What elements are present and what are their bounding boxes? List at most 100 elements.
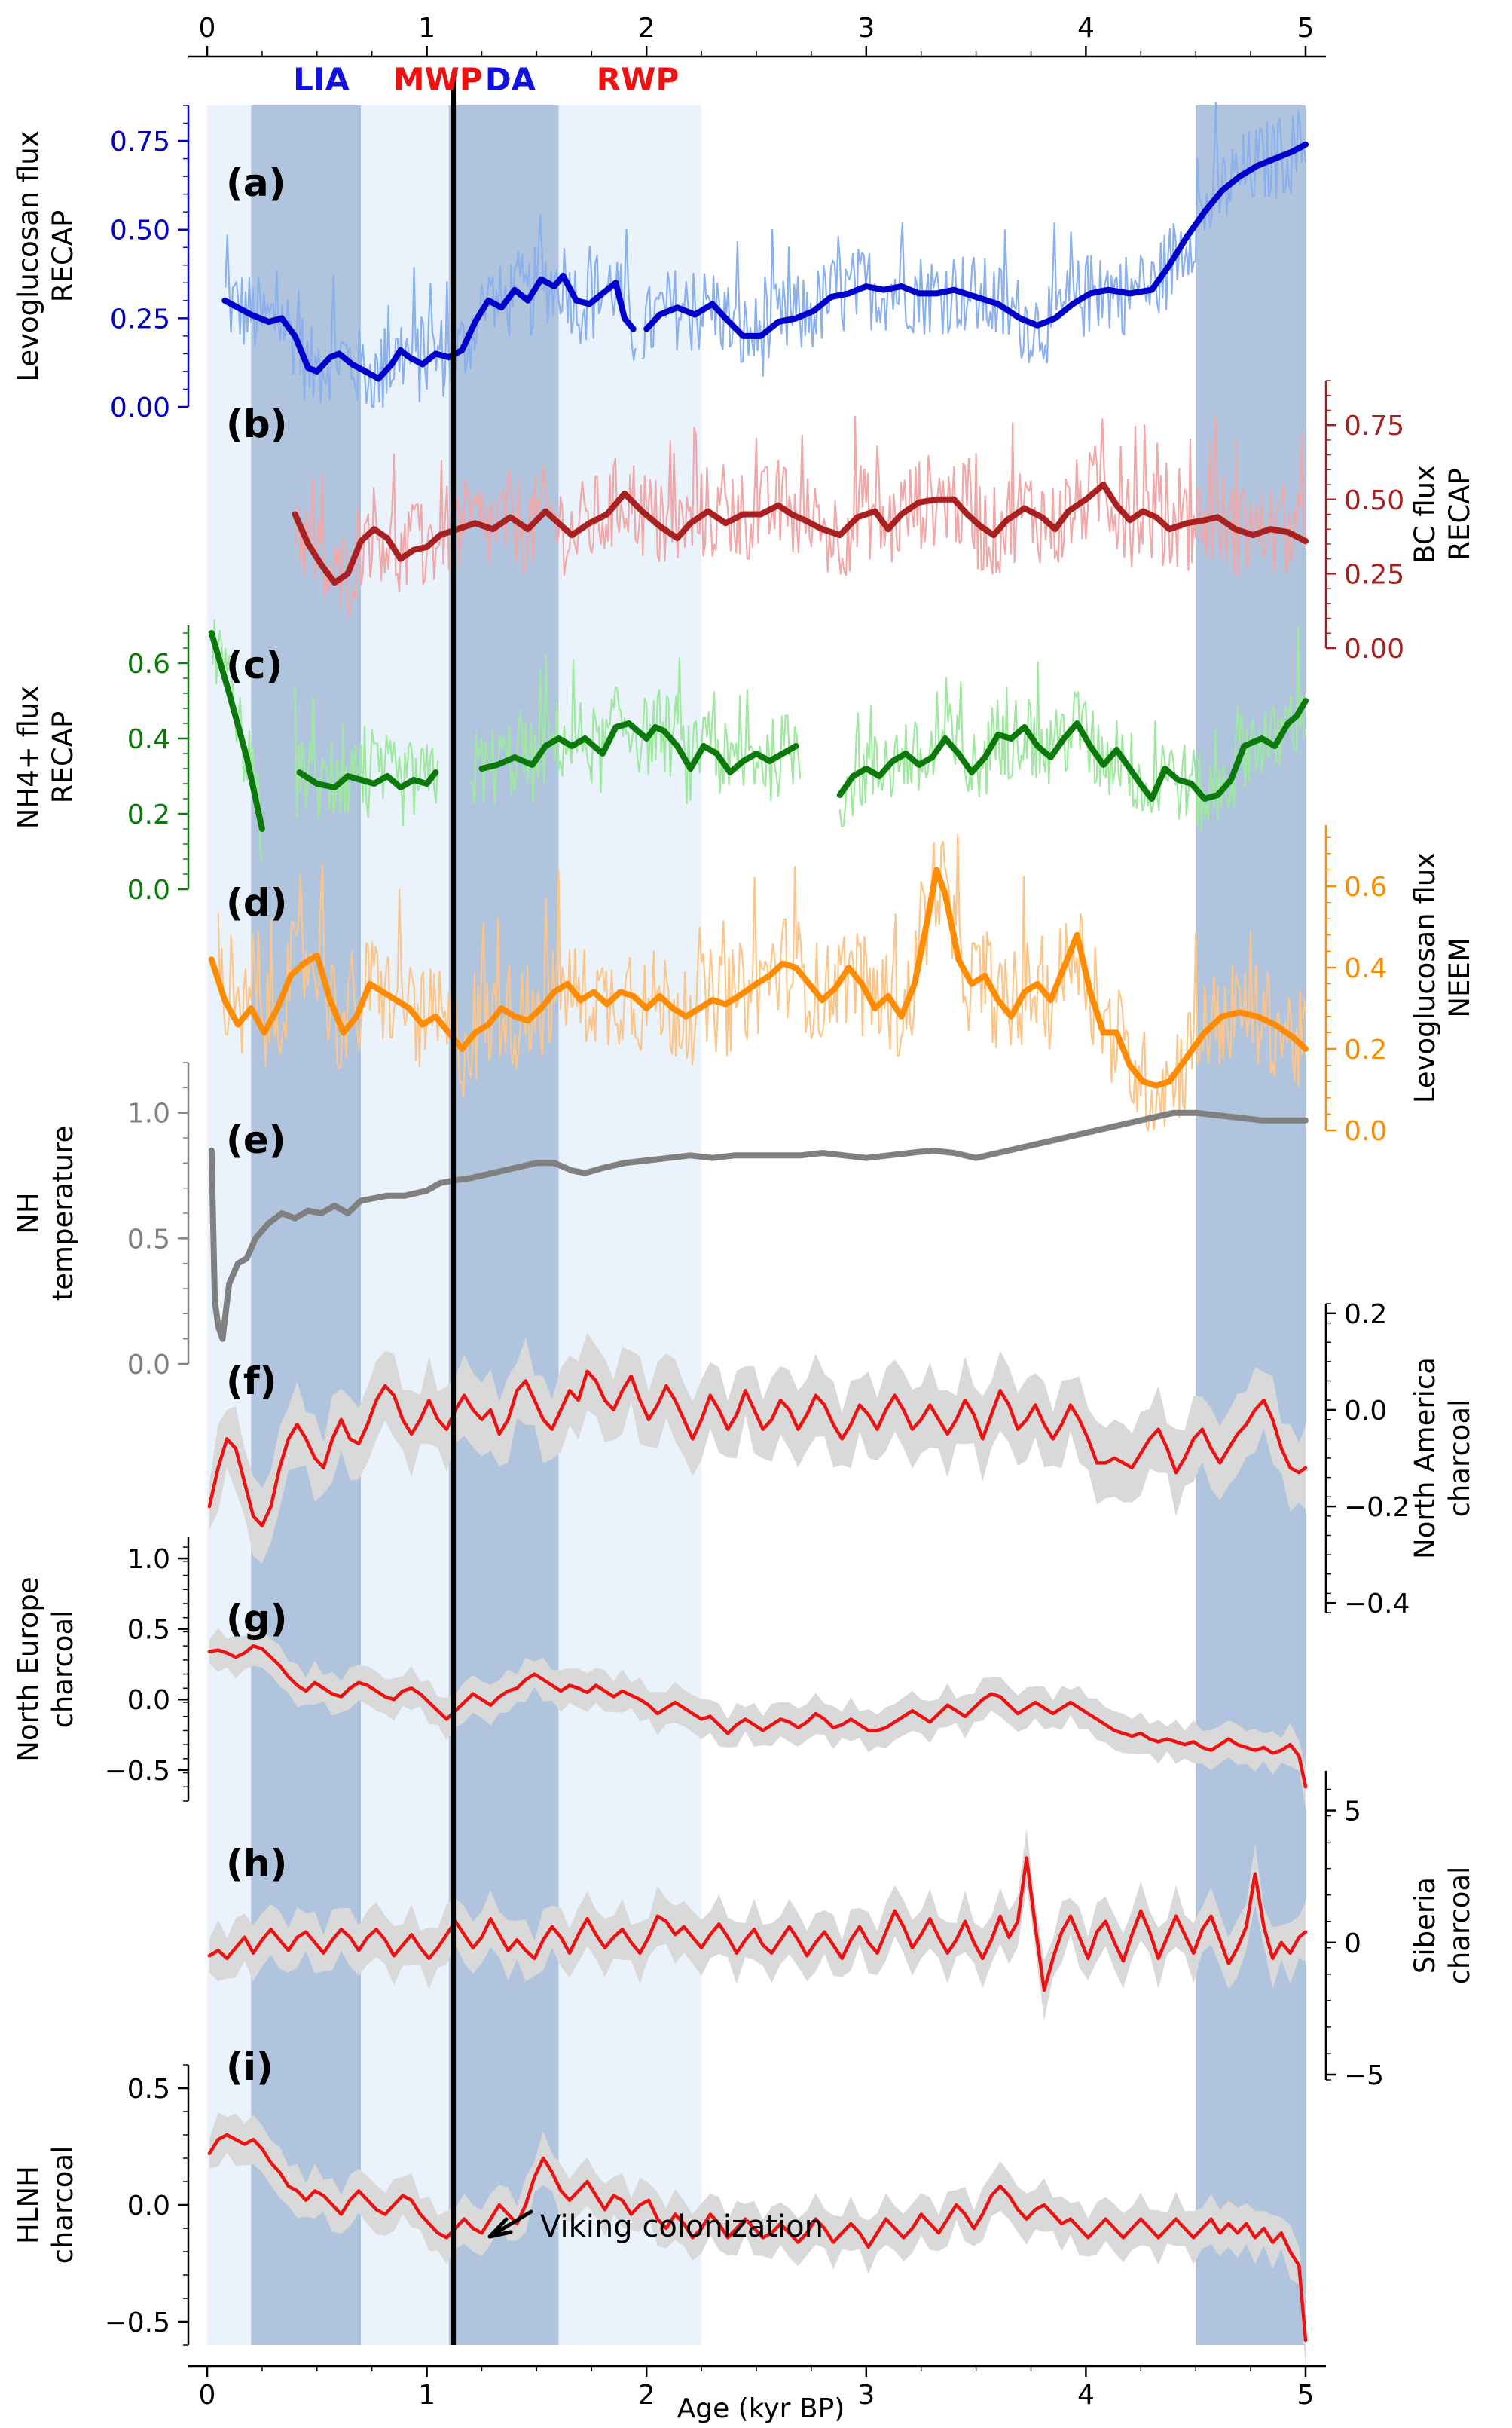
y-axis-label-d: Levoglucosan flux: [1409, 852, 1441, 1103]
period-label-mwp: MWP: [393, 61, 483, 98]
x-axis-tick-label: 0: [199, 2380, 216, 2411]
y-tick-label-e: 0.5: [127, 1224, 170, 1255]
y-tick-label-i: 0.5: [127, 2074, 170, 2105]
series-layer: [207, 102, 1309, 2367]
y-tick-label-c: 0.0: [127, 875, 170, 906]
y-axis-label-a: RECAP: [47, 210, 79, 303]
top-axis-tick-label: 0: [199, 13, 216, 44]
panel-d: [208, 833, 1309, 1132]
x-axis-label: Age (kyr BP): [677, 2393, 845, 2424]
raw-series-a: [225, 213, 637, 408]
y-axis-label-c: RECAP: [47, 711, 79, 804]
x-axis-tick-label: 5: [1297, 2380, 1315, 2411]
y-tick-label-f: 0.0: [1344, 1396, 1387, 1427]
period-band-6: [1196, 105, 1306, 2345]
top-axis-tick-label: 2: [638, 13, 655, 44]
y-tick-label-c: 0.2: [127, 800, 170, 830]
y-axis-label-e: NH: [12, 1192, 44, 1234]
y-tick-label-c: 0.4: [127, 724, 170, 755]
raw-series-c: [294, 686, 439, 827]
y-axis-label-i: HLNH: [12, 2166, 44, 2244]
y-tick-label-i: 0.0: [127, 2191, 170, 2222]
smooth-series-d: [208, 867, 1309, 1089]
viking-arrow-icon: [487, 2209, 533, 2239]
y-axis-label-f: North America: [1409, 1357, 1441, 1559]
axes-layer: 0 1 2 3 4 50 1 2 3 4 50.000.250.500.750.000.250.50…: [105, 13, 1410, 2411]
y-tick-label-i: −0.5: [105, 2307, 170, 2338]
y-tick-label-a: 0.25: [110, 304, 170, 335]
smooth-series-e: [208, 1109, 1309, 1342]
smooth-series-i: [207, 2133, 1308, 2343]
x-axis-tick-label: 2: [638, 2380, 655, 2411]
y-tick-label-d: 0.0: [1344, 1116, 1387, 1147]
y-tick-label-h: 0: [1344, 1928, 1361, 1959]
y-tick-label-b: 0.75: [1344, 411, 1404, 442]
panel-label-i: (i): [226, 2045, 273, 2089]
y-tick-label-a: 0.50: [110, 216, 170, 246]
top-axis-tick-label: 4: [1077, 13, 1095, 44]
period-band-3: [361, 105, 449, 2345]
panel-b: [292, 415, 1309, 617]
confidence-band-g: [209, 1625, 1306, 1809]
panel-a: [221, 102, 1309, 408]
top-axis-tick-label: 5: [1297, 13, 1315, 44]
confidence-band-h: [209, 1829, 1306, 2021]
y-tick-label-g: 0.5: [127, 1615, 170, 1646]
panel-g: [207, 1625, 1308, 1809]
y-axis-label-d: NEEM: [1443, 937, 1476, 1017]
x-axis-tick-label: 1: [418, 2380, 435, 2411]
y-tick-label-d: 0.4: [1344, 953, 1387, 984]
smooth-series-g: [207, 1644, 1308, 1789]
y-tick-label-f: 0.2: [1344, 1299, 1387, 1330]
smooth-series-h: [207, 1856, 1308, 1992]
y-axis-label-e: temperature: [47, 1126, 79, 1301]
y-tick-label-b: 0.25: [1344, 559, 1404, 590]
smooth-series-c: [208, 630, 1309, 832]
smooth-series-f: [207, 1369, 1308, 1527]
panel-label-e: (e): [226, 1118, 286, 1162]
x-axis-tick-label: 3: [857, 2380, 875, 2411]
y-tick-label-e: 1.0: [127, 1099, 170, 1130]
y-tick-label-a: 0.75: [110, 127, 170, 157]
panel-label-g: (g): [226, 1597, 288, 1641]
y-axis-label-g: North Europe: [12, 1576, 44, 1761]
panel-e: [208, 1109, 1309, 1342]
top-axis-tick-label: 3: [857, 13, 875, 44]
panel-h: [207, 1829, 1308, 2021]
y-tick-label-h: −5: [1344, 2060, 1384, 2091]
period-band-4: [448, 105, 559, 2345]
y-tick-label-g: 1.0: [127, 1544, 170, 1575]
y-tick-label-f: −0.4: [1344, 1589, 1410, 1619]
y-axis-label-g: charcoal: [47, 1610, 79, 1729]
y-axis-label-f: charcoal: [1443, 1399, 1476, 1518]
panel-label-d: (d): [226, 881, 288, 925]
panel-label-f: (f): [226, 1359, 276, 1403]
panel-f: [207, 1332, 1308, 1564]
y-axis-label-a: Levoglucosan flux: [12, 130, 44, 381]
y-tick-label-b: 0.00: [1344, 634, 1404, 665]
confidence-band-f: [209, 1332, 1306, 1564]
panel-c: [208, 619, 1309, 864]
top-axis-tick-label: 1: [418, 13, 435, 44]
confidence-band-i: [209, 2112, 1306, 2367]
y-tick-label-a: 0.00: [110, 393, 170, 424]
panel-label-b: (b): [226, 402, 288, 446]
raw-series-d: [217, 833, 1307, 1132]
panel-i: [207, 2112, 1308, 2367]
raw-series-a: [641, 102, 1307, 377]
y-axis-label-b: BC flux: [1409, 465, 1441, 564]
period-bands: [207, 105, 1306, 2345]
y-axis-label-i: charcoal: [47, 2146, 79, 2264]
y-axis-label-h: Siberia: [1409, 1877, 1441, 1974]
y-axis-label-c: NH4+ flux: [12, 686, 44, 829]
x-axis-tick-label: 4: [1077, 2380, 1095, 2411]
panel-label-a: (a): [226, 161, 286, 205]
y-tick-label-f: −0.2: [1344, 1492, 1410, 1523]
raw-series-b: [294, 415, 1307, 617]
y-axis-label-h: charcoal: [1443, 1867, 1476, 1985]
y-tick-label-b: 0.50: [1344, 485, 1404, 516]
y-tick-label-e: 0.0: [127, 1350, 170, 1381]
panel-label-c: (c): [226, 644, 283, 687]
